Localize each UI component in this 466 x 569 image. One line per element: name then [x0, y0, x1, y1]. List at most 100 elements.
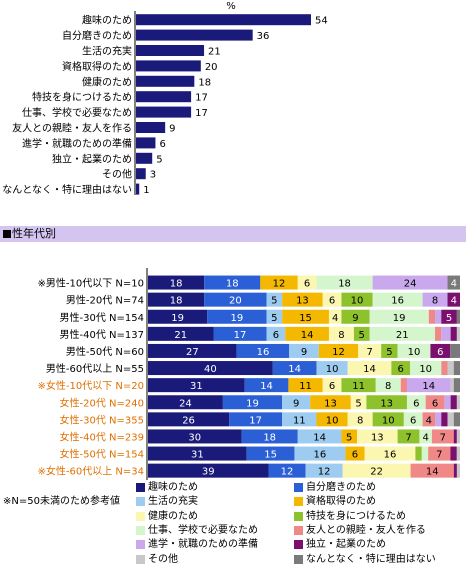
stack-segment	[447, 361, 454, 376]
stack-segment	[268, 463, 306, 478]
segment-label: 6	[410, 415, 416, 426]
group-label: ※女性-10代以下 N=20	[38, 379, 144, 392]
segment-label: 31	[190, 381, 203, 392]
stack-segment	[369, 326, 436, 341]
stack-segment	[316, 275, 373, 290]
stack-segment	[415, 446, 422, 461]
stack-segment	[347, 361, 392, 376]
segment-label: 27	[186, 347, 199, 358]
stack-segment	[431, 429, 454, 444]
segment-label: 16	[314, 450, 327, 461]
stack-segment	[453, 378, 460, 393]
stack-segment	[450, 326, 457, 341]
bar	[136, 29, 253, 41]
stack-segment	[447, 412, 454, 427]
segment-label: 21	[174, 330, 187, 341]
legend-swatch	[136, 511, 145, 521]
stack-segment	[450, 395, 457, 410]
segment-label: 7	[366, 347, 372, 358]
stack-segment	[419, 429, 432, 444]
segment-label: 8	[338, 330, 344, 341]
segment-label: 13	[324, 398, 337, 409]
stack-segment	[266, 309, 283, 324]
group-label: ※女性-60代以上 N=34	[38, 465, 144, 478]
stack-segment	[353, 326, 370, 341]
value-label: 21	[208, 47, 221, 58]
segment-label: 6	[273, 330, 279, 341]
legend-label: 独立・起業のため	[306, 539, 386, 551]
section-header-gender-age: 性年代別	[0, 226, 466, 242]
bar	[136, 91, 192, 103]
segment-label: 5	[386, 347, 392, 358]
stack-segment	[148, 361, 273, 376]
stack-segment	[350, 395, 367, 410]
segment-label: 6	[437, 347, 443, 358]
stack-segment	[222, 395, 283, 410]
stack-segment	[425, 395, 445, 410]
section-header-title: 性年代別	[12, 227, 56, 240]
stack-segment	[316, 412, 348, 427]
stack-segment	[246, 446, 295, 461]
stack-segment	[322, 292, 342, 307]
group-label: 男性-60代以上 N=55	[46, 362, 144, 375]
segment-label: 11	[352, 381, 365, 392]
group-label: 女性-20代 N=240	[60, 396, 144, 409]
segment-label: 5	[271, 313, 277, 324]
stack-segment	[441, 361, 448, 376]
stack-segment	[318, 343, 359, 358]
stack-segment	[364, 446, 416, 461]
segment-label: 11	[293, 415, 306, 426]
stack-segment	[204, 275, 261, 290]
segment-label: 4	[332, 313, 338, 324]
segment-label: 14	[301, 330, 314, 341]
segment-label: 6	[304, 279, 310, 290]
stack-segment	[375, 378, 401, 393]
segment-label: 30	[188, 432, 201, 443]
category-label: 進学・就職のための準備	[22, 137, 132, 150]
stack-segment	[148, 326, 214, 341]
category-label: 特技を身につけるため	[32, 91, 132, 104]
stack-segment	[372, 412, 404, 427]
stack-segment	[441, 309, 457, 324]
stack-segment	[282, 292, 323, 307]
segment-label: 9	[293, 398, 299, 409]
segment-label: 11	[299, 381, 312, 392]
bar	[136, 45, 205, 56]
stack-segment	[372, 275, 448, 290]
stack-segment	[282, 309, 329, 324]
stack-segment	[148, 275, 205, 290]
segment-label: 18	[170, 296, 183, 307]
stack-segment	[272, 361, 317, 376]
stack-segment	[410, 463, 454, 478]
segment-label: 14	[422, 381, 435, 392]
segment-label: 13	[371, 432, 384, 443]
legend-label: 友人との親睦・友人を作る	[306, 524, 426, 536]
segment-label: 8	[385, 381, 391, 392]
segment-label: 13	[296, 296, 309, 307]
segment-label: 10	[419, 364, 432, 375]
segment-label: 4	[451, 296, 457, 307]
stack-segment	[456, 309, 460, 324]
stack-segment	[289, 343, 319, 358]
segment-label: 6	[432, 398, 438, 409]
stack-segment	[444, 395, 451, 410]
stack-segment	[369, 309, 429, 324]
legend-label: 生活の充実	[148, 496, 198, 508]
stack-segment	[422, 292, 448, 307]
stack-segment	[453, 429, 457, 444]
segment-label: 18	[170, 279, 183, 290]
stack-segment	[266, 292, 283, 307]
stack-segment	[435, 309, 442, 324]
stack-segment	[357, 429, 398, 444]
stack-segment	[322, 378, 342, 393]
value-label: 3	[150, 170, 156, 181]
segment-label: 18	[226, 279, 239, 290]
reference-note: ※N=50未満のため参考値	[3, 496, 120, 507]
legend-swatch	[136, 497, 145, 507]
value-label: 36	[257, 31, 270, 42]
stack-segment	[447, 292, 460, 307]
category-label: 生活の充実	[82, 45, 132, 58]
stack-segment	[241, 429, 298, 444]
bar	[136, 137, 156, 149]
stack-segment	[297, 275, 317, 290]
